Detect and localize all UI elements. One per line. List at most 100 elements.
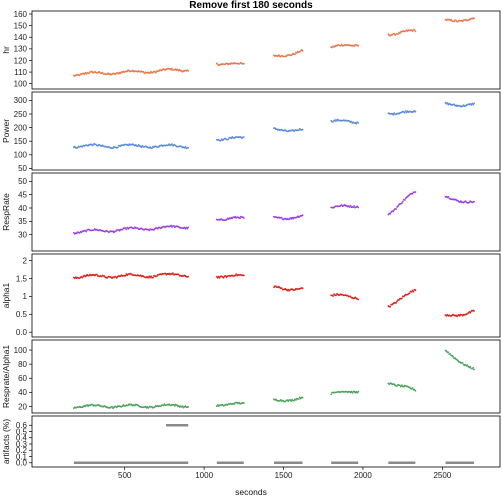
- data-point: [452, 356, 455, 358]
- data-point: [127, 144, 130, 147]
- chart-title: Remove first 180 seconds: [189, 0, 313, 11]
- data-point: [392, 113, 395, 116]
- data-point: [224, 275, 227, 277]
- data-point: [335, 294, 337, 297]
- data-point: [349, 204, 352, 207]
- data-point: [168, 143, 171, 146]
- data-point: [413, 29, 416, 31]
- data-point: [183, 226, 186, 229]
- y-axis-label-resprate: RespRate: [1, 193, 11, 231]
- data-point: [239, 217, 241, 220]
- data-point: [399, 32, 401, 35]
- panel-frame-respiration-alpha1: [31, 339, 501, 414]
- data-point: [401, 200, 404, 203]
- data-point: [92, 144, 94, 147]
- data-point: [411, 387, 414, 389]
- data-point: [294, 53, 296, 56]
- data-point: [185, 226, 188, 229]
- y-tick-label-respiration-alpha1: 80: [18, 360, 27, 369]
- data-point: [147, 276, 150, 279]
- data-point: [216, 277, 219, 279]
- x-tick-label: 1000: [195, 471, 213, 480]
- data-point: [352, 206, 355, 209]
- data-point: [301, 128, 304, 131]
- data-point: [332, 121, 334, 123]
- data-point: [171, 67, 173, 70]
- data-point: [187, 70, 190, 72]
- data-point: [353, 390, 356, 393]
- data-point: [292, 129, 294, 132]
- data-point: [119, 72, 122, 75]
- data-point: [111, 405, 113, 408]
- y-tick-label-alpha1: 0.5: [16, 310, 28, 319]
- data-point: [297, 129, 300, 132]
- data-point: [220, 138, 223, 141]
- data-point: [73, 145, 76, 148]
- y-tick-label-alpha1: 1.5: [16, 274, 28, 283]
- x-tick-label: 2500: [433, 471, 451, 480]
- data-point: [461, 362, 464, 364]
- y-tick-label-hr: 140: [14, 33, 28, 42]
- data-point: [357, 298, 360, 301]
- data-point: [219, 139, 222, 142]
- data-point: [227, 138, 230, 141]
- data-point: [357, 122, 360, 124]
- y-tick-label-power: 100: [14, 151, 28, 160]
- data-point: [78, 74, 81, 77]
- data-point: [332, 295, 334, 297]
- data-point: [469, 365, 472, 368]
- data-point: [215, 275, 218, 278]
- data-point: [101, 71, 104, 74]
- data-point: [152, 276, 154, 279]
- data-point: [447, 195, 450, 198]
- data-point: [136, 145, 139, 148]
- data-point: [172, 272, 174, 275]
- data-point: [469, 311, 472, 314]
- data-point: [411, 30, 414, 32]
- data-point: [230, 137, 233, 140]
- y-tick-label-respiration-alpha1: 60: [18, 374, 27, 383]
- panel-frame-resprate: [31, 172, 501, 252]
- data-point: [187, 226, 190, 229]
- data-point: [288, 218, 291, 221]
- data-point: [149, 276, 152, 279]
- data-point: [156, 227, 159, 230]
- data-point: [126, 274, 129, 277]
- data-point: [450, 18, 453, 21]
- data-point: [150, 275, 153, 278]
- panel-frame-artifacts: [31, 415, 501, 468]
- data-point: [414, 110, 417, 113]
- y-tick-label-power: 250: [14, 110, 28, 119]
- data-point: [297, 398, 300, 400]
- data-point: [234, 215, 237, 218]
- data-point: [412, 290, 415, 293]
- data-point: [177, 273, 180, 276]
- y-tick-label-alpha1: 0.0: [16, 328, 28, 337]
- data-point: [414, 30, 417, 33]
- data-point: [446, 102, 449, 104]
- data-point: [293, 399, 295, 402]
- data-point: [290, 400, 293, 402]
- data-point: [187, 146, 190, 149]
- y-axis-label-hr: hr: [1, 46, 11, 54]
- data-point: [242, 136, 245, 138]
- y-tick-label-resprate: 30: [18, 230, 27, 239]
- y-tick-label-respiration-alpha1: 100: [14, 346, 28, 355]
- y-tick-label-power: 200: [14, 123, 28, 132]
- y-tick-label-hr: 120: [14, 56, 28, 65]
- data-point: [472, 367, 475, 369]
- data-point: [301, 396, 304, 399]
- data-point: [124, 227, 127, 229]
- data-point: [357, 390, 360, 393]
- data-point: [393, 32, 395, 35]
- panel-frame-power: [31, 91, 501, 171]
- data-point: [408, 292, 411, 294]
- data-point: [414, 389, 417, 392]
- data-point: [95, 273, 98, 276]
- data-point: [395, 302, 397, 304]
- data-point: [399, 384, 401, 387]
- y-tick-label-resprate: 45: [18, 190, 27, 199]
- data-point: [187, 275, 190, 278]
- data-point: [457, 359, 459, 362]
- data-point: [389, 212, 392, 215]
